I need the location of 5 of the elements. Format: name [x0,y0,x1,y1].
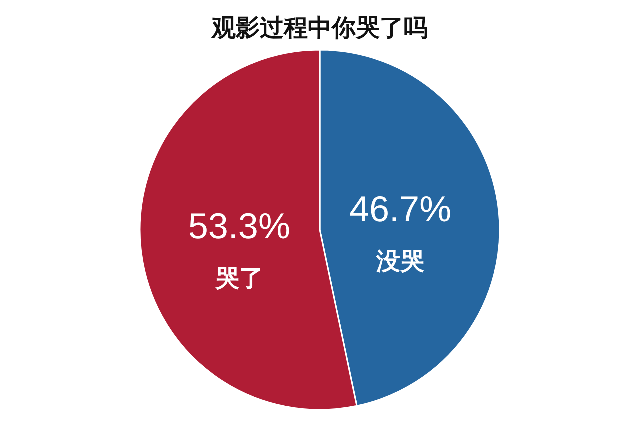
slice-label: 没哭 [376,248,425,276]
data-label: 46.7% [350,188,452,230]
data-label: 53.3% [188,205,290,246]
chart-title: 观影过程中你哭了吗 [211,15,428,42]
slice-label: 哭了 [214,265,264,292]
